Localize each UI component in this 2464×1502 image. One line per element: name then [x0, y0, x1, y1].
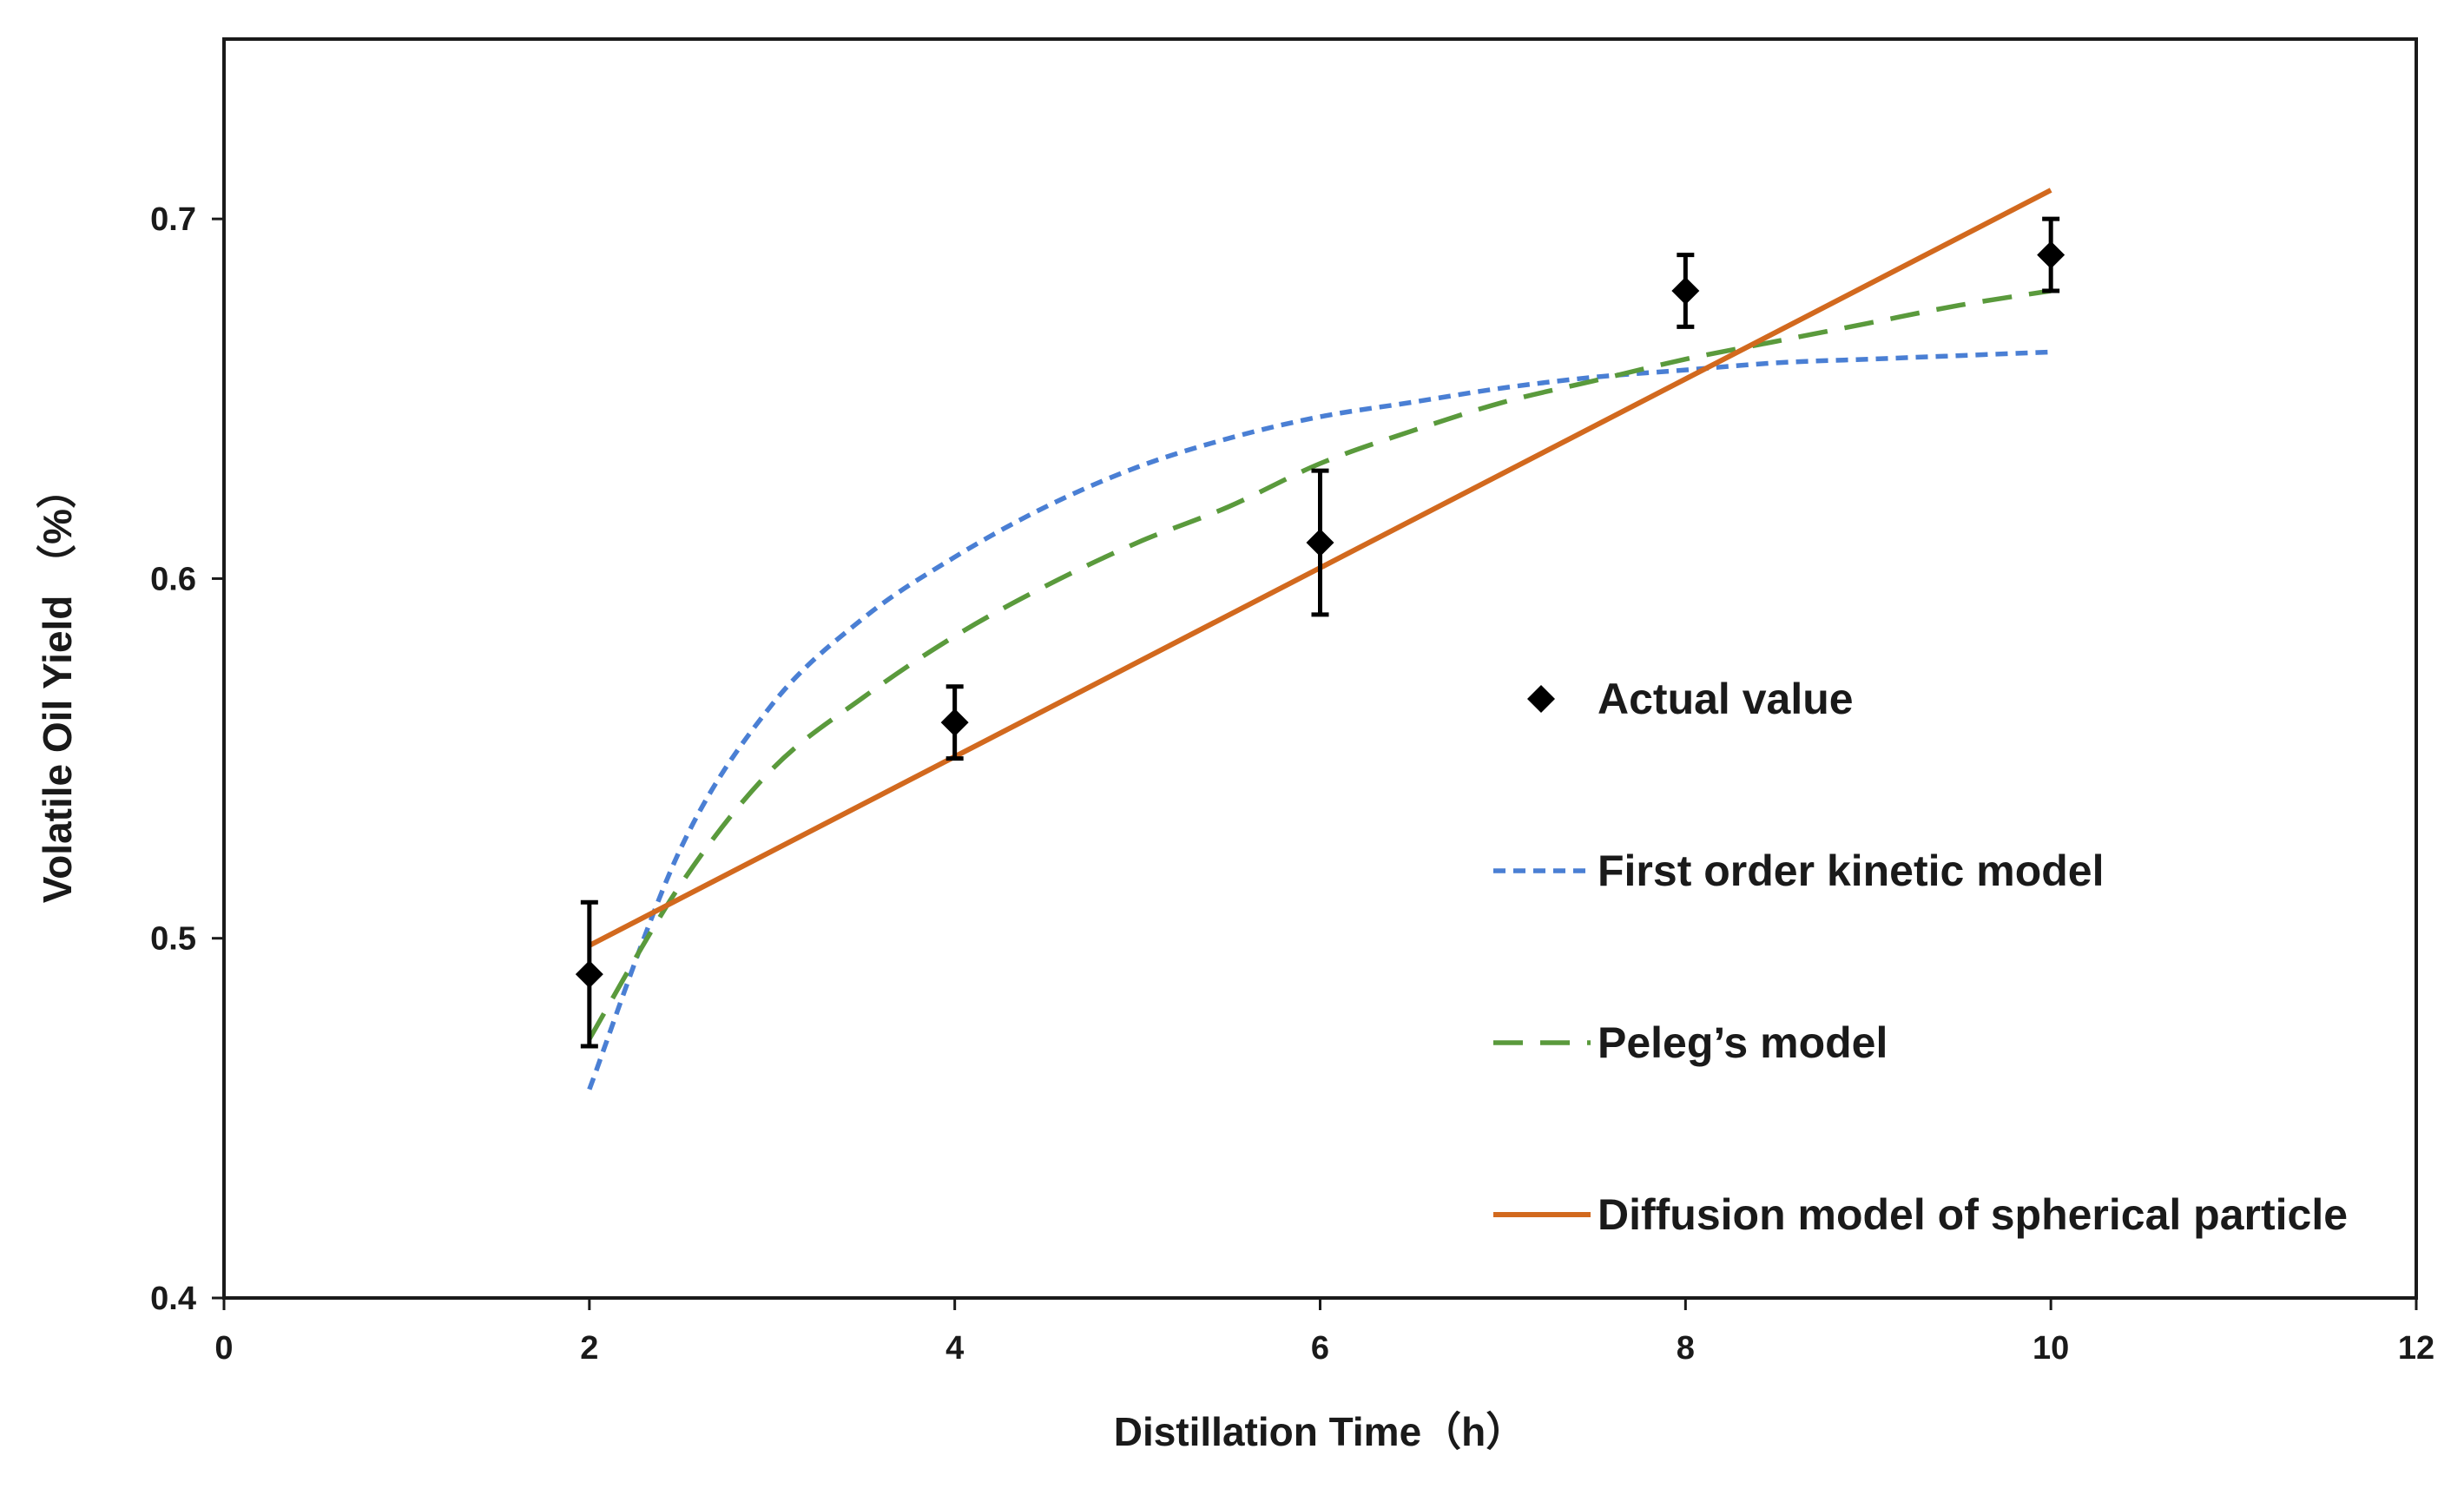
y-tick-label: 0.6	[150, 561, 196, 597]
legend: Actual value First order kinetic model Pel…	[1493, 675, 2348, 1239]
data-point	[2037, 240, 2065, 269]
data-point	[940, 708, 969, 737]
data-point	[1306, 529, 1334, 557]
data-point	[575, 960, 603, 989]
series-layer	[575, 188, 2065, 1090]
x-tick-label: 4	[945, 1330, 964, 1367]
legend-label: First order kinetic model	[1598, 847, 2104, 895]
legend-label: Diffusion model of spherical particle	[1598, 1190, 2348, 1239]
y-axis-title: Volatile Oil Yield （%）	[35, 469, 80, 903]
x-tick-label: 8	[1677, 1330, 1695, 1367]
x-tick-label: 2	[580, 1330, 598, 1367]
y-tick-label: 0.5	[150, 921, 196, 958]
x-axis-title: Distillation Time（h）	[1114, 1409, 1526, 1454]
series-line-first-order-kinetic-model	[587, 349, 2052, 1090]
series-line-peleg-s-model	[587, 288, 2052, 1041]
legend-marker-actual-value	[1527, 685, 1555, 713]
x-tick-label: 12	[2398, 1330, 2434, 1367]
y-tick-label: 0.4	[150, 1281, 196, 1317]
y-axis-ticks: 0.4 0.5 0.6 0.7	[150, 201, 224, 1317]
legend-label: Peleg’s model	[1598, 1018, 1888, 1067]
x-tick-label: 0	[214, 1330, 233, 1367]
legend-label: Actual value	[1598, 675, 1854, 723]
x-tick-label: 6	[1311, 1330, 1329, 1367]
x-axis-ticks: 0 2 4 6 8 10 12	[214, 1298, 2434, 1367]
data-point	[1671, 277, 1700, 305]
y-tick-label: 0.7	[150, 201, 196, 238]
x-tick-label: 10	[2032, 1330, 2069, 1367]
